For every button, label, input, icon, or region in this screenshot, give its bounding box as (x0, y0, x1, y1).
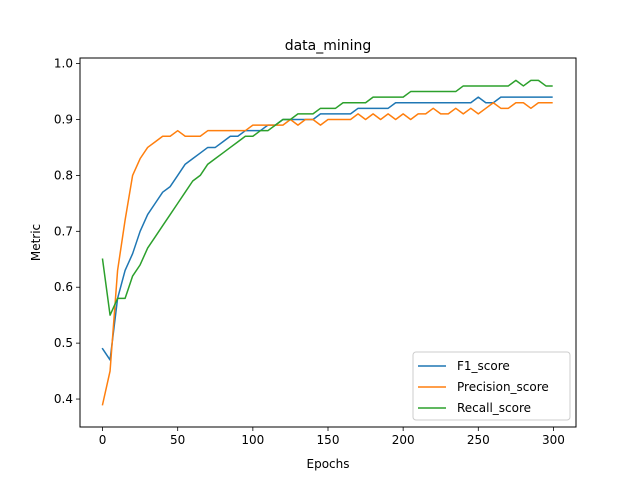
y-tick-label: 0.8 (54, 168, 73, 182)
legend: F1_score Precision_score Recall_score (412, 351, 571, 421)
y-tick-label: 0.6 (54, 280, 73, 294)
y-tick-label: 0.9 (54, 113, 73, 127)
series-line-recall-score (101, 79, 553, 316)
x-tick-label: 300 (542, 433, 565, 447)
y-tick-label: 0.5 (54, 336, 73, 350)
legend-label: F1_score (457, 359, 510, 373)
legend-label: Precision_score (457, 380, 549, 394)
x-tick-label: 50 (170, 433, 185, 447)
x-tick-label: 0 (99, 433, 107, 447)
x-axis-title: Epochs (307, 457, 350, 471)
chart-title: data_mining (285, 38, 372, 54)
legend-items: F1_score Precision_score Recall_score (418, 359, 549, 415)
series-line-precision-score (101, 101, 553, 406)
y-tick-label: 0.4 (54, 392, 73, 406)
x-tick-label: 150 (317, 433, 340, 447)
ticks-layer: 0 50 100 150 200 250 300 0.4 0.5 0.6 0.7 0.8 0.9 1.0 (54, 57, 565, 447)
y-tick-label: 1.0 (54, 57, 73, 71)
series-layer (101, 79, 553, 406)
x-tick-label: 200 (392, 433, 415, 447)
legend-label: Recall_score (457, 401, 531, 415)
y-tick-label: 0.7 (54, 224, 73, 238)
legend-frame (412, 351, 571, 421)
x-tick-label: 250 (467, 433, 490, 447)
y-axis-title: Metric (29, 224, 43, 261)
x-tick-label: 100 (241, 433, 264, 447)
series-line-f1-score (101, 96, 553, 361)
